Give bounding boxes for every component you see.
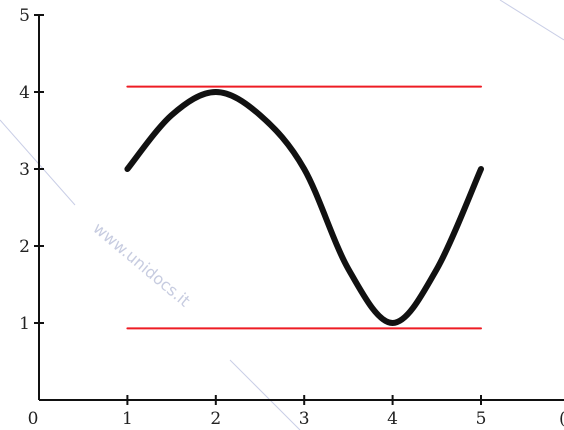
- origin-label: 0: [28, 409, 39, 429]
- y-tick-label: 2: [19, 237, 30, 257]
- y-tick-label: 5: [19, 6, 30, 26]
- watermark-text: www.unidocs.it: [89, 219, 194, 311]
- y-tick-label: 4: [19, 83, 30, 103]
- y-tick-label: 3: [19, 160, 30, 180]
- y-tick-label: 1: [19, 314, 30, 334]
- axes: [34, 14, 564, 405]
- x-tick-label: 1: [122, 409, 133, 429]
- watermark-diagonal-bottom: [229, 359, 301, 430]
- x-tick-label: 5: [476, 409, 487, 429]
- plot-area: [124, 85, 484, 330]
- watermark-diagonal-left: [0, 119, 76, 206]
- series-curve: [124, 89, 484, 326]
- watermark-diagonal-top-right: [499, 0, 564, 41]
- x-tick-label: 4: [387, 409, 398, 429]
- tick-labels: 1 2 3 4 5 0 1 2 3 4 5 (: [19, 6, 564, 429]
- x-axis-end-label: (: [559, 409, 564, 429]
- x-tick-label: 3: [299, 409, 310, 429]
- x-tick-label: 2: [210, 409, 221, 429]
